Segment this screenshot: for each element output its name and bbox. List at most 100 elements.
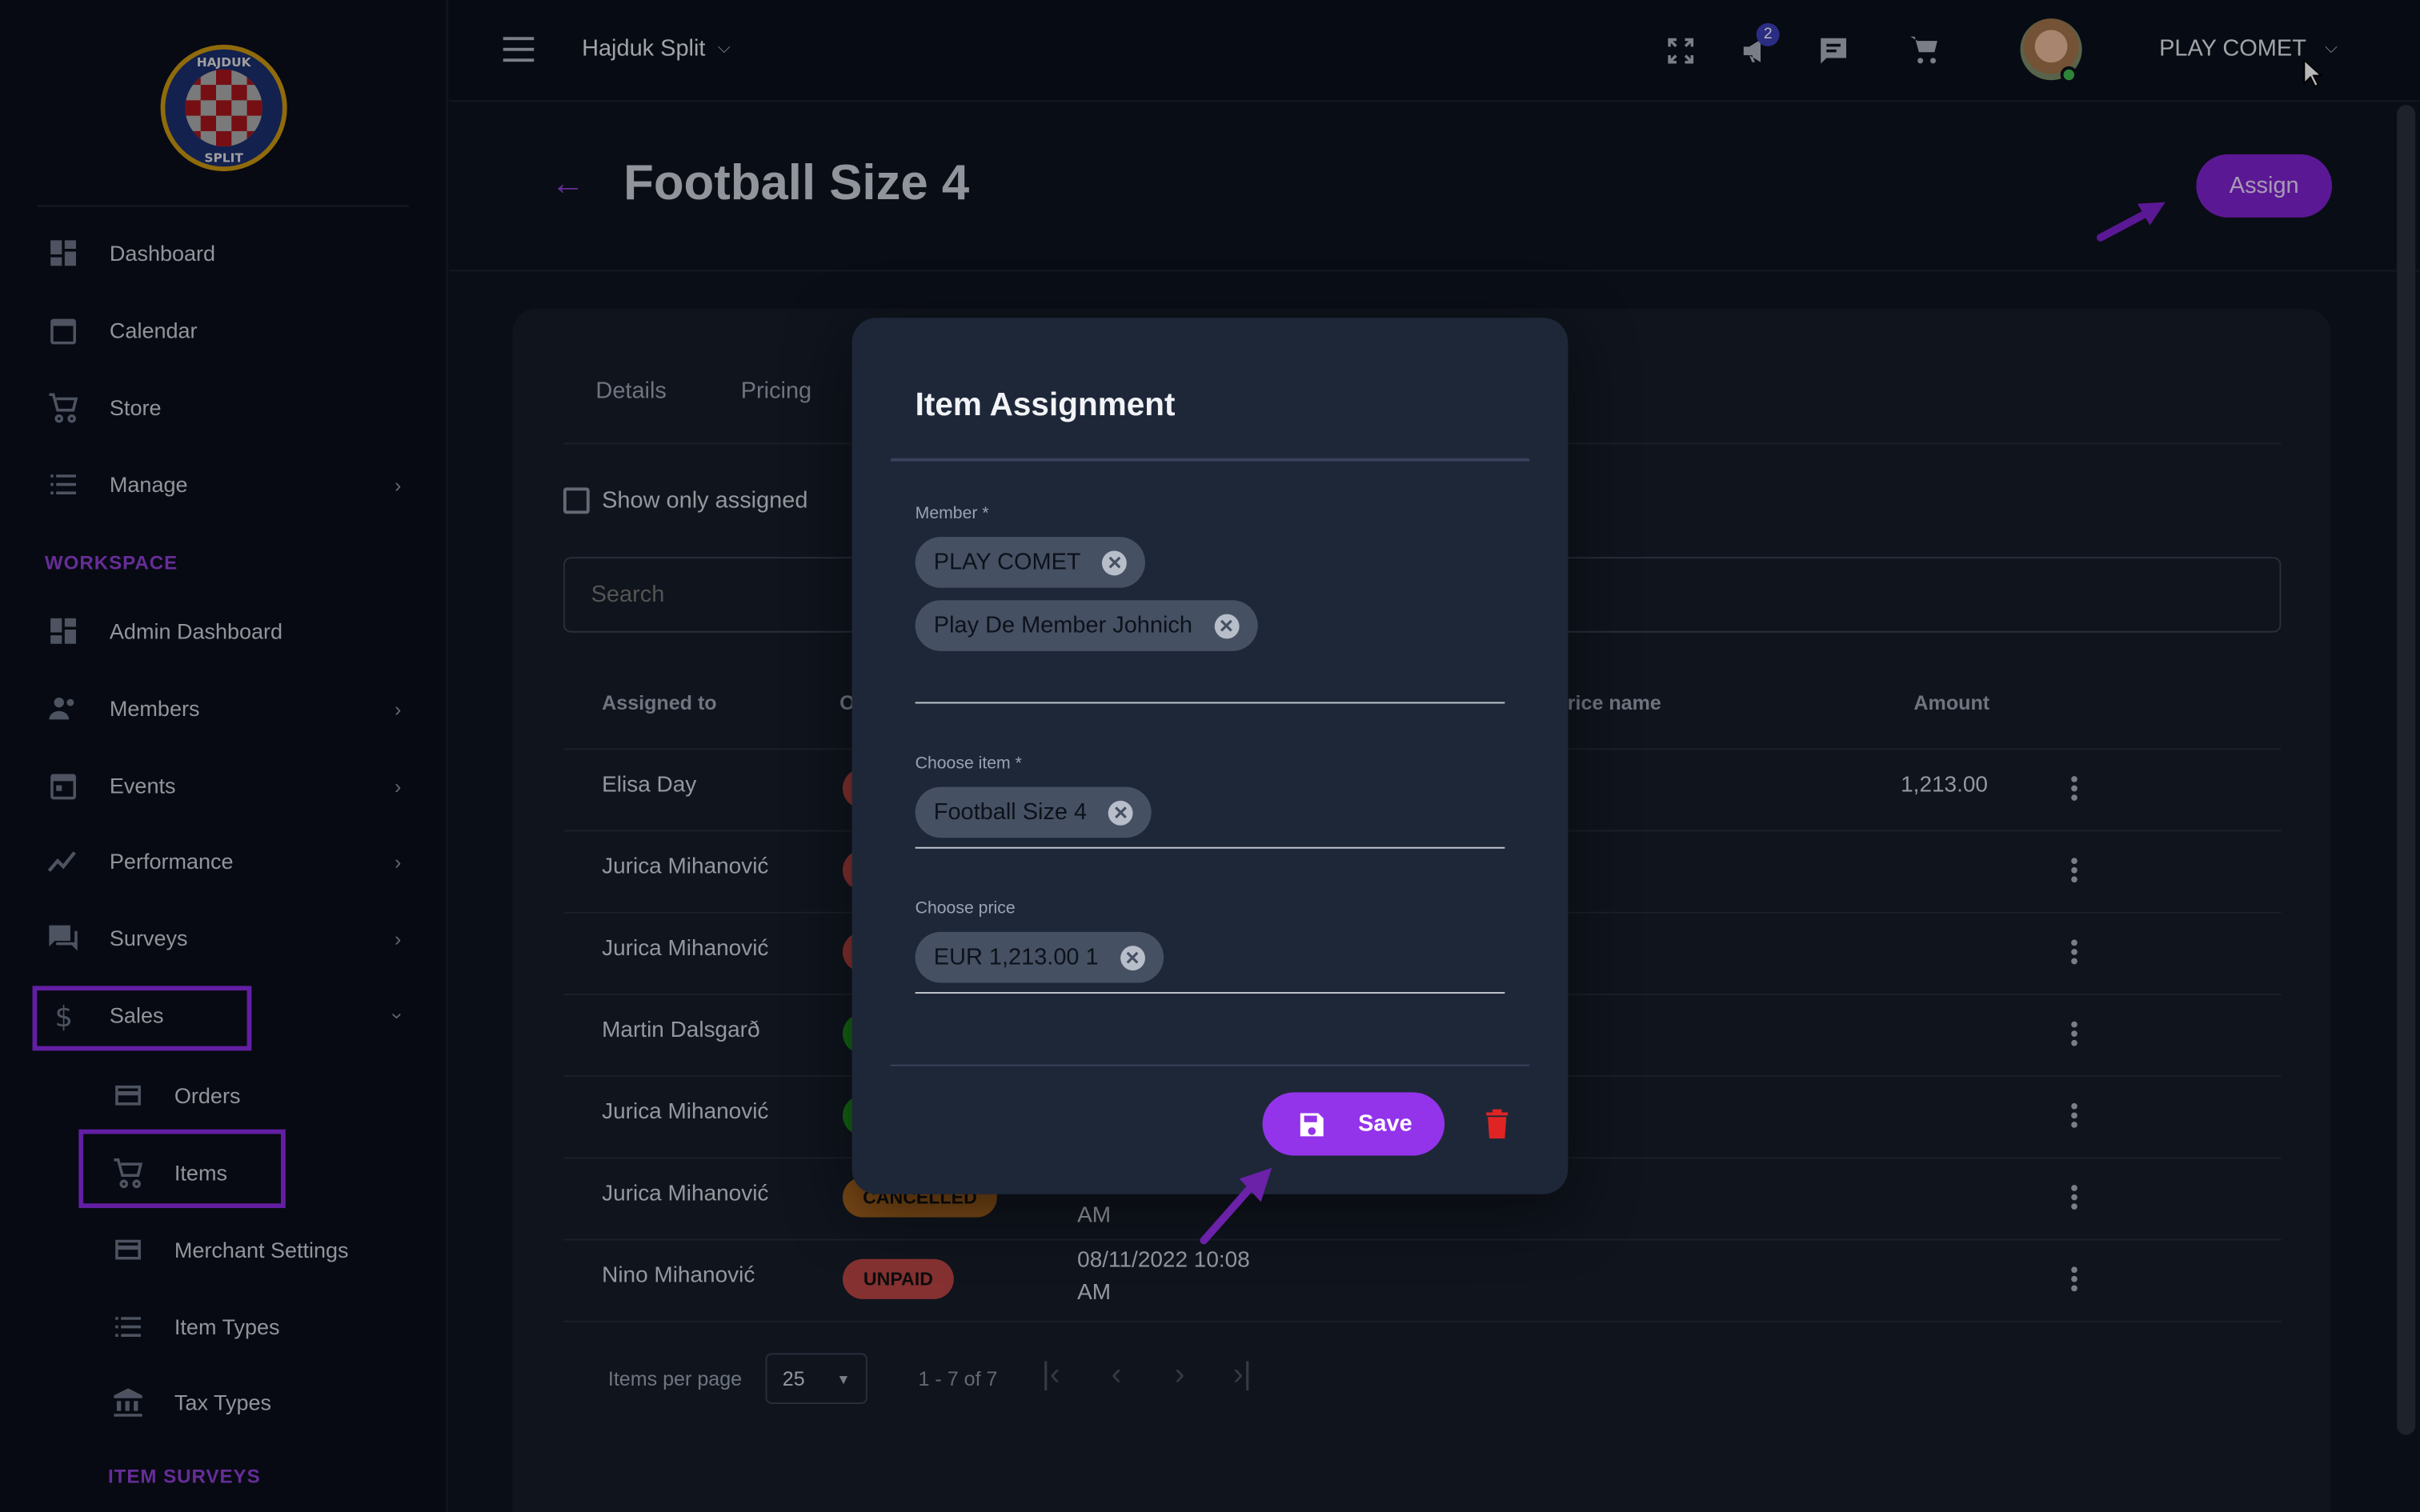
items-per-page-label: Items per page bbox=[607, 1366, 743, 1390]
sidebar-item-label: Members bbox=[109, 695, 200, 721]
row-menu-icon[interactable] bbox=[2065, 1018, 2083, 1050]
topbar: Hajduk Split ⌵ 2 PLAY COMET ⌵ bbox=[449, 0, 2420, 102]
save-label: Save bbox=[1358, 1110, 1412, 1138]
member-chip-label: PLAY COMET bbox=[933, 549, 1081, 576]
scrollbar[interactable] bbox=[2397, 105, 2416, 1435]
annotation-arrow-icon bbox=[2096, 202, 2166, 242]
sidebar-item-item-types[interactable]: Item Types bbox=[111, 1306, 404, 1349]
sidebar-item-label: Items bbox=[174, 1160, 227, 1186]
first-page-icon[interactable]: |‹ bbox=[1041, 1358, 1060, 1392]
sidebar-item-admin-dashboard[interactable]: Admin Dashboard bbox=[46, 610, 402, 653]
delete-icon[interactable] bbox=[1484, 1108, 1509, 1139]
remove-chip-icon[interactable]: ✕ bbox=[1120, 945, 1145, 970]
sidebar-item-performance[interactable]: Performance › bbox=[46, 839, 401, 882]
row-menu-icon[interactable] bbox=[2065, 854, 2083, 886]
cart-icon[interactable] bbox=[1908, 32, 1941, 66]
sidebar-item-label: Item Types bbox=[174, 1314, 280, 1339]
item-chip[interactable]: Football Size 4 ✕ bbox=[915, 786, 1152, 838]
show-only-assigned-checkbox[interactable] bbox=[563, 487, 590, 514]
dollar-icon: $ bbox=[54, 1001, 73, 1032]
column-header-price-name[interactable]: Price name bbox=[1554, 690, 1661, 714]
dashboard-icon bbox=[50, 240, 76, 266]
column-header-status[interactable]: O bbox=[839, 690, 855, 714]
section-workspace: WORKSPACE bbox=[44, 552, 178, 574]
remove-chip-icon[interactable]: ✕ bbox=[1102, 550, 1128, 575]
sidebar-item-store[interactable]: Store bbox=[46, 386, 402, 429]
save-button[interactable]: Save bbox=[1262, 1092, 1445, 1156]
club-selector[interactable]: Hajduk Split ⌵ bbox=[582, 35, 731, 62]
user-menu[interactable]: PLAY COMET ⌵ bbox=[2159, 35, 2338, 62]
member-input-underline[interactable] bbox=[915, 702, 1505, 704]
assigned-to-cell: Nino Mihanović bbox=[602, 1263, 755, 1289]
chart-icon bbox=[47, 851, 76, 872]
sidebar-item-label: Orders bbox=[174, 1082, 241, 1108]
row-menu-icon[interactable] bbox=[2065, 937, 2083, 968]
member-chip-label: Play De Member Johnich bbox=[933, 612, 1192, 639]
tab-pricing[interactable]: Pricing bbox=[740, 378, 812, 405]
assign-button[interactable]: Assign bbox=[2196, 154, 2333, 218]
row-menu-icon[interactable] bbox=[2065, 773, 2083, 804]
fullscreen-icon[interactable] bbox=[1664, 34, 1697, 67]
sidebar-item-label: Manage bbox=[109, 472, 188, 497]
sidebar-item-label: Calendar bbox=[109, 318, 198, 343]
price-chip[interactable]: EUR 1,213.00 1 ✕ bbox=[915, 931, 1164, 983]
sidebar-item-dashboard[interactable]: Dashboard bbox=[46, 231, 402, 274]
remove-chip-icon[interactable]: ✕ bbox=[1108, 799, 1134, 825]
price-input-underline[interactable] bbox=[915, 992, 1505, 994]
row-menu-icon[interactable] bbox=[2065, 1263, 2083, 1294]
page-header: ← Football Size 4 Assign bbox=[449, 102, 2420, 272]
svg-text:$: $ bbox=[54, 1001, 73, 1032]
club-name: Hajduk Split bbox=[582, 35, 706, 62]
row-divider bbox=[563, 1238, 2282, 1241]
sidebar-item-members[interactable]: Members › bbox=[46, 686, 401, 730]
sidebar-item-manage[interactable]: Manage › bbox=[46, 463, 401, 506]
club-logo[interactable]: HAJDUK SPLIT bbox=[159, 43, 289, 173]
list-icon bbox=[115, 1317, 141, 1337]
online-status-dot bbox=[2060, 66, 2077, 84]
row-divider bbox=[563, 1320, 2282, 1322]
annotation-arrow-icon bbox=[1200, 1167, 1272, 1245]
column-header-amount[interactable]: Amount bbox=[1913, 690, 1990, 714]
sidebar-item-label: Surveys bbox=[109, 926, 188, 950]
last-page-icon[interactable]: ›| bbox=[1232, 1358, 1252, 1392]
menu-icon[interactable] bbox=[503, 37, 535, 62]
assigned-to-cell: Jurica Mihanović bbox=[602, 1100, 769, 1125]
highlight-box-items bbox=[78, 1129, 286, 1209]
people-icon bbox=[49, 697, 74, 720]
sidebar-item-orders[interactable]: Orders bbox=[111, 1074, 404, 1117]
dropdown-arrow-icon: ▼ bbox=[836, 1370, 851, 1386]
row-menu-icon[interactable] bbox=[2065, 1100, 2083, 1131]
item-chip-label: Football Size 4 bbox=[933, 798, 1088, 826]
sidebar-item-events[interactable]: Events › bbox=[46, 764, 401, 807]
back-arrow-icon[interactable]: ← bbox=[551, 163, 585, 202]
chat-icon[interactable] bbox=[1817, 34, 1850, 67]
row-menu-icon[interactable] bbox=[2065, 1182, 2083, 1213]
member-chip: PLAY COMET ✕ bbox=[915, 537, 1146, 588]
choose-item-label: Choose item * bbox=[915, 754, 1022, 774]
sidebar-item-items[interactable]: Items bbox=[111, 1151, 404, 1194]
items-per-page-select[interactable]: 25 ▼ bbox=[765, 1353, 867, 1404]
mouse-cursor-icon bbox=[2303, 58, 2324, 88]
megaphone-icon[interactable] bbox=[1739, 34, 1773, 67]
remove-chip-icon[interactable]: ✕ bbox=[1213, 613, 1239, 638]
sidebar-divider bbox=[37, 205, 410, 207]
tab-details[interactable]: Details bbox=[595, 378, 667, 405]
sidebar-item-merchant-settings[interactable]: Merchant Settings bbox=[111, 1228, 404, 1271]
sidebar-item-calendar[interactable]: Calendar bbox=[46, 309, 402, 352]
assigned-to-cell: Martin Dalsgarð bbox=[602, 1018, 760, 1043]
save-icon bbox=[1300, 1112, 1324, 1136]
next-page-icon[interactable]: › bbox=[1174, 1358, 1185, 1392]
cart-icon bbox=[114, 1158, 143, 1189]
previous-page-icon[interactable]: ‹ bbox=[1111, 1358, 1122, 1392]
item-input-underline[interactable] bbox=[915, 846, 1505, 849]
member-chip: Play De Member Johnich ✕ bbox=[915, 600, 1257, 651]
card-icon bbox=[115, 1239, 141, 1260]
sidebar-item-sales[interactable]: $ Sales › bbox=[46, 994, 409, 1037]
sidebar-item-label: Tax Types bbox=[174, 1390, 272, 1415]
sidebar-item-tax-types[interactable]: Tax Types bbox=[111, 1381, 404, 1424]
choose-price-label: Choose price bbox=[915, 899, 1016, 918]
chat-icon bbox=[49, 925, 78, 951]
cart-icon bbox=[49, 393, 78, 423]
sidebar-item-surveys[interactable]: Surveys › bbox=[46, 917, 401, 960]
column-header-assigned-to[interactable]: Assigned to bbox=[602, 690, 717, 714]
